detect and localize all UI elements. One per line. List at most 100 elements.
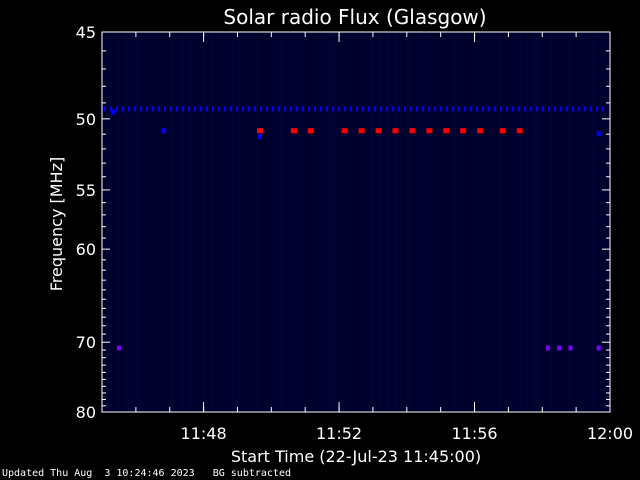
band-cell — [350, 106, 352, 112]
updated-timestamp: Updated Thu Aug 3 10:24:46 2023 — [2, 468, 195, 479]
band-cell — [116, 106, 118, 112]
band-cell — [422, 106, 424, 112]
band-cell — [290, 106, 292, 112]
data-point — [568, 345, 573, 351]
band-cell — [446, 106, 448, 112]
data-point — [111, 109, 116, 115]
data-point — [426, 128, 433, 134]
x-tick-label: 11:52 — [316, 424, 362, 443]
data-point — [257, 128, 263, 134]
band-cell — [596, 106, 598, 112]
plot-area — [102, 32, 610, 412]
band-cell — [356, 106, 358, 112]
band-cell — [110, 106, 112, 112]
band-cell — [242, 106, 244, 112]
data-point — [375, 128, 382, 134]
band-cell — [602, 106, 604, 112]
band-cell — [578, 106, 580, 112]
band-cell — [272, 106, 274, 112]
band-cell — [332, 106, 334, 112]
band-cell — [392, 106, 394, 112]
band-cell — [266, 106, 268, 112]
band-cell — [248, 106, 250, 112]
band-cell — [122, 106, 124, 112]
x-tick-label: 12:00 — [587, 424, 633, 443]
data-point — [162, 128, 167, 134]
band-cell — [374, 106, 376, 112]
band-cell — [140, 106, 142, 112]
y-tick-label: 60 — [76, 240, 96, 259]
band-cell — [284, 106, 286, 112]
band-cell — [326, 106, 328, 112]
band-cell — [560, 106, 562, 112]
data-point — [290, 128, 297, 134]
band-cell — [134, 106, 136, 112]
data-point — [409, 128, 416, 134]
y-tick-label: 70 — [76, 333, 96, 352]
band-cell — [548, 106, 550, 112]
data-point — [596, 131, 601, 137]
band-cell — [368, 106, 370, 112]
band-cell — [518, 106, 520, 112]
data-point — [116, 345, 121, 351]
data-point — [358, 128, 365, 134]
band-cell — [416, 106, 418, 112]
band-cell — [188, 106, 190, 112]
band-cell — [404, 106, 406, 112]
band-cell — [584, 106, 586, 112]
band-cell — [536, 106, 538, 112]
data-point — [596, 345, 601, 351]
band-cell — [224, 106, 226, 112]
band-cell — [152, 106, 154, 112]
band-cell — [524, 106, 526, 112]
y-axis-label: Frequency [MHz] — [47, 157, 66, 291]
band-cell — [470, 106, 472, 112]
band-cell — [554, 106, 556, 112]
band-cell — [512, 106, 514, 112]
y-tick-label: 50 — [76, 110, 96, 129]
band-cell — [146, 106, 148, 112]
band-cell — [302, 106, 304, 112]
band-cell — [494, 106, 496, 112]
x-axis-label: Start Time (22-Jul-23 11:45:00) — [231, 447, 481, 466]
footer: Updated Thu Aug 3 10:24:46 2023 BG subtr… — [2, 468, 291, 479]
band-cell — [362, 106, 364, 112]
band-cell — [176, 106, 178, 112]
data-point — [258, 134, 262, 140]
band-cell — [380, 106, 382, 112]
band-cell — [218, 106, 220, 112]
band-cell — [386, 106, 388, 112]
band-cell — [164, 106, 166, 112]
data-points — [111, 109, 601, 351]
data-point — [557, 345, 562, 351]
band-cell — [194, 106, 196, 112]
band-cell — [278, 106, 280, 112]
band-cell — [452, 106, 454, 112]
data-point — [392, 128, 399, 134]
band-cell — [500, 106, 502, 112]
band-cell — [428, 106, 430, 112]
band-cell — [476, 106, 478, 112]
band-cell — [590, 106, 592, 112]
band-cell — [104, 106, 106, 112]
band-cell — [200, 106, 202, 112]
x-tick-label: 11:48 — [181, 424, 227, 443]
band-cell — [464, 106, 466, 112]
band-cell — [212, 106, 214, 112]
band-cell — [542, 106, 544, 112]
bg-subtracted-note: BG subtracted — [212, 468, 291, 479]
band-cell — [530, 106, 532, 112]
band-cell — [128, 106, 130, 112]
band-cell — [566, 106, 568, 112]
emission-band — [104, 106, 604, 112]
band-cell — [398, 106, 400, 112]
band-cell — [458, 106, 460, 112]
x-axis: 11:48 11:52 11:56 12:00 — [135, 32, 633, 443]
band-cell — [410, 106, 412, 112]
band-cell — [308, 106, 310, 112]
band-cell — [488, 106, 490, 112]
band-cell — [572, 106, 574, 112]
data-point — [499, 128, 506, 134]
noise-streaks — [103, 32, 609, 412]
band-cell — [320, 106, 322, 112]
